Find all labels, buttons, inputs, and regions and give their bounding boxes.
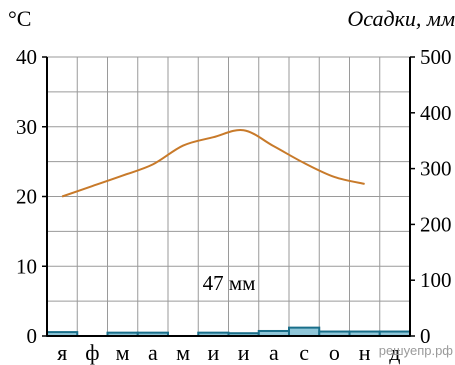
x-month-label: ф — [85, 340, 99, 365]
x-month-label: м — [116, 340, 130, 365]
y-left-tick-label: 30 — [16, 115, 37, 139]
y-right-tick-label: 200 — [420, 212, 452, 236]
watermark: решуепр.рф — [379, 343, 454, 358]
y-right-tick-label: 0 — [420, 324, 431, 348]
temperature-line — [61, 129, 365, 198]
x-month-label: и — [207, 340, 219, 365]
y-right-tick-label: 500 — [420, 45, 452, 69]
y-left-tick-label: 0 — [27, 324, 38, 348]
x-month-label: д — [389, 340, 400, 365]
x-month-label: о — [329, 340, 340, 365]
x-month-label: м — [176, 340, 190, 365]
x-month-label: а — [269, 340, 279, 365]
y-right-tick-label: 400 — [420, 101, 452, 125]
y-right-tick-labels: 0 100 200 300 400 500 — [420, 45, 452, 348]
y-right-tick-label: 100 — [420, 268, 452, 292]
y-left-tick-label: 20 — [16, 185, 37, 209]
x-month-label: а — [148, 340, 158, 365]
x-month-label: и — [238, 340, 250, 365]
y-left-tick-labels: 0 10 20 30 40 — [16, 45, 37, 348]
y-right-tick-label: 300 — [420, 157, 452, 181]
x-month-label: н — [359, 340, 371, 365]
y-left-tick-label: 10 — [16, 254, 37, 278]
y-left-tick-label: 40 — [16, 45, 37, 69]
chart-axes — [42, 56, 415, 337]
y-right-unit-label: Осадки, мм — [347, 6, 455, 31]
precipitation-total-annotation: 47 мм — [203, 271, 256, 295]
precipitation-bar — [288, 326, 321, 338]
x-month-label: с — [299, 340, 309, 365]
x-month-label: я — [57, 340, 67, 365]
y-left-unit-label: °C — [8, 6, 31, 31]
